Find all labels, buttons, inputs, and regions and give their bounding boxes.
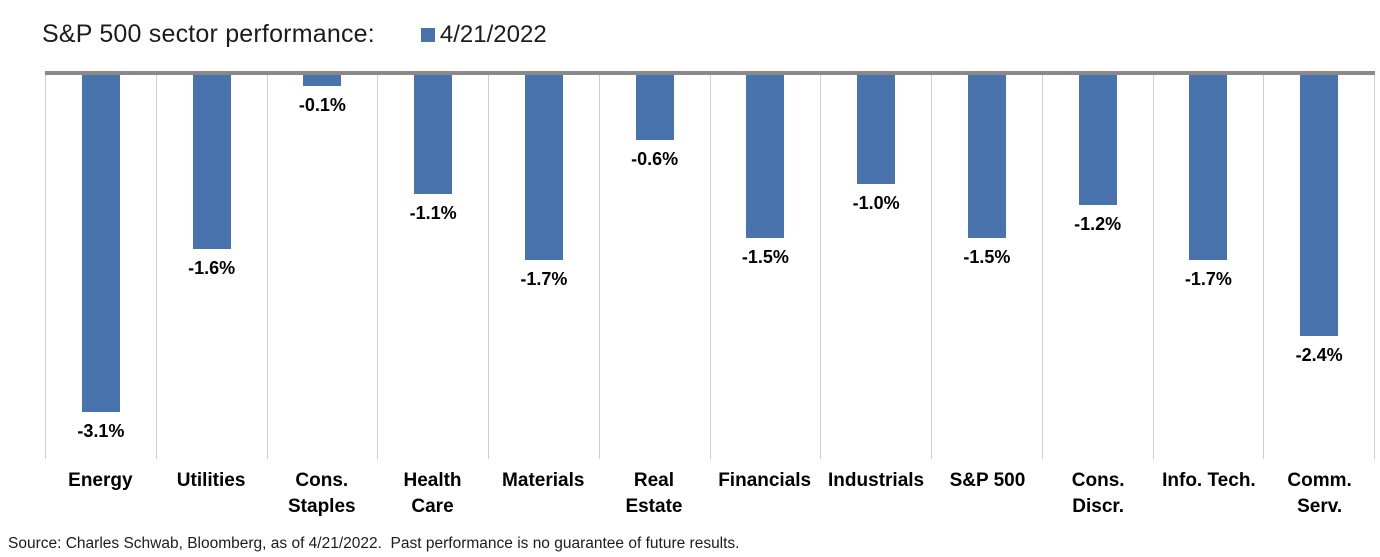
category-label: Health Care <box>403 470 462 517</box>
bar <box>967 75 1006 238</box>
chart-column: -1.6% <box>157 75 268 459</box>
bar <box>635 75 674 140</box>
category-label: Info. Tech. <box>1162 470 1256 491</box>
category-label: Materials <box>502 470 585 491</box>
category-label: Utilities <box>176 470 246 491</box>
chart-header: S&P 500 sector performance: 4/21/2022 <box>42 20 547 49</box>
bar <box>1078 75 1117 205</box>
category-axis: Energy Utilities Cons. Staples Health Care M… <box>45 468 1375 520</box>
bar-value-label: -1.6% <box>188 258 236 278</box>
bar-value-label: -1.7% <box>1184 269 1232 289</box>
bar <box>303 75 342 86</box>
bar-value-label: -1.5% <box>741 247 789 267</box>
chart-column: -1.5% <box>711 75 822 459</box>
chart-column: -3.1% <box>46 75 157 459</box>
bar-value-label: -2.4% <box>1295 345 1343 365</box>
bar-value-label: -1.1% <box>409 203 457 223</box>
chart-column: -1.0% <box>821 75 932 459</box>
chart-column: -0.1% <box>268 75 379 459</box>
chart-column: -2.4% <box>1264 75 1375 459</box>
bar <box>1300 75 1339 336</box>
bar <box>414 75 453 194</box>
chart-column: -1.2% <box>1043 75 1154 459</box>
chart-column: -0.6% <box>600 75 711 459</box>
category-label: Industrials <box>828 470 925 491</box>
category-label: Cons. Discr. <box>1071 470 1125 517</box>
bar-value-label: -3.1% <box>77 421 125 441</box>
chart-column: -1.7% <box>1154 75 1265 459</box>
bar <box>192 75 231 249</box>
legend-square-icon <box>420 27 435 42</box>
bar-value-label: -1.0% <box>852 193 900 213</box>
chart-column: -1.7% <box>489 75 600 459</box>
category-label: Cons. Staples <box>288 470 356 517</box>
bar-value-label: -0.1% <box>298 95 346 115</box>
bar-value-label: -1.7% <box>520 269 568 289</box>
bar-value-label: -0.6% <box>631 149 679 169</box>
source-note: Source: Charles Schwab, Bloomberg, as of… <box>8 535 740 552</box>
bar-chart: -3.1% -1.6% -0.1% -1.1% -1.7% -0.6% -1.5% -1.0%… <box>45 71 1375 520</box>
bar <box>857 75 896 184</box>
legend-date-label: 4/21/2022 <box>439 20 547 48</box>
chart-column: -1.1% <box>378 75 489 459</box>
category-label: Comm. Serv. <box>1287 470 1352 517</box>
chart-title: S&P 500 sector performance: <box>42 20 375 48</box>
category-label: Energy <box>68 470 133 491</box>
plot-area: -3.1% -1.6% -0.1% -1.1% -1.7% -0.6% -1.5% -1.0%… <box>45 75 1375 459</box>
bar-value-label: -1.5% <box>963 247 1011 267</box>
category-label: Financials <box>718 470 812 491</box>
category-label: S&P 500 <box>949 470 1026 491</box>
legend: 4/21/2022 <box>420 20 547 49</box>
bar <box>524 75 563 260</box>
category-label: Real Estate <box>625 470 683 517</box>
bar <box>1189 75 1228 260</box>
chart-column: -1.5% <box>932 75 1043 459</box>
bar <box>746 75 785 238</box>
bar <box>81 75 120 412</box>
zero-baseline <box>45 71 1375 75</box>
bar-value-label: -1.2% <box>1074 214 1122 234</box>
